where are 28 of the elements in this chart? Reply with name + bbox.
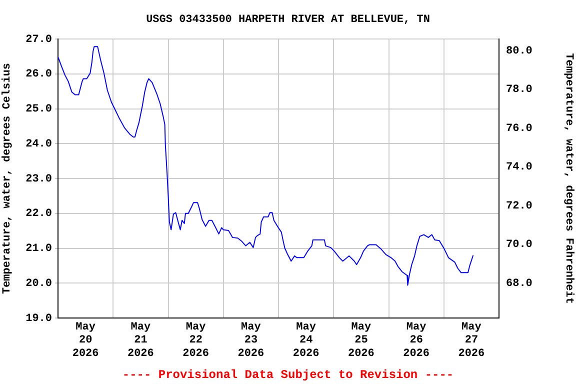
- y-tick-label: 27.0: [26, 34, 52, 46]
- y-tick-label: 23.0: [26, 173, 52, 186]
- x-tick-label: May 23 2026: [238, 321, 264, 360]
- x-tick-label: May 27 2026: [458, 321, 485, 360]
- text: ---- Provisional Data Subject to Revision ----: [122, 368, 454, 382]
- y2-tick-label: 76.0: [506, 122, 532, 135]
- x-tick-label: May 21 2026: [127, 321, 154, 360]
- y-tick-label: 22.0: [26, 208, 52, 220]
- y2-tick-label: 80.0: [506, 45, 532, 58]
- x-tick-label: May 25 2026: [348, 321, 374, 360]
- x-tick-label: May 22 2026: [182, 321, 210, 360]
- x-tick-label: May 24 2026: [292, 321, 320, 360]
- x-tick-label: May 20 2026: [72, 321, 99, 360]
- chart-title: USGS 03433500 HARPETH RIVER AT BELLEVUE, TN: [146, 14, 430, 26]
- y2-tick-label: 68.0: [506, 278, 532, 290]
- y-tick-label: 19.0: [26, 312, 52, 325]
- y-tick-label: 24.0: [26, 138, 52, 150]
- x-tick-label: May 26 2026: [403, 321, 430, 360]
- y2-tick-label: 72.0: [506, 200, 532, 212]
- y2-tick-label: 78.0: [506, 84, 532, 96]
- y-tick-label: 26.0: [26, 68, 52, 81]
- y-tick-label: 20.0: [26, 278, 52, 290]
- y-tick-label: 25.0: [26, 104, 52, 116]
- y2-tick-label: 70.0: [506, 239, 532, 252]
- y-axis-title: Temperature, water, degrees Celsius: [1, 62, 14, 294]
- y-tick-label: 21.0: [26, 243, 52, 256]
- y2-tick-label: 74.0: [506, 162, 532, 174]
- y2-axis-title: Temperature, water, degrees Fahrenheit: [562, 53, 575, 304]
